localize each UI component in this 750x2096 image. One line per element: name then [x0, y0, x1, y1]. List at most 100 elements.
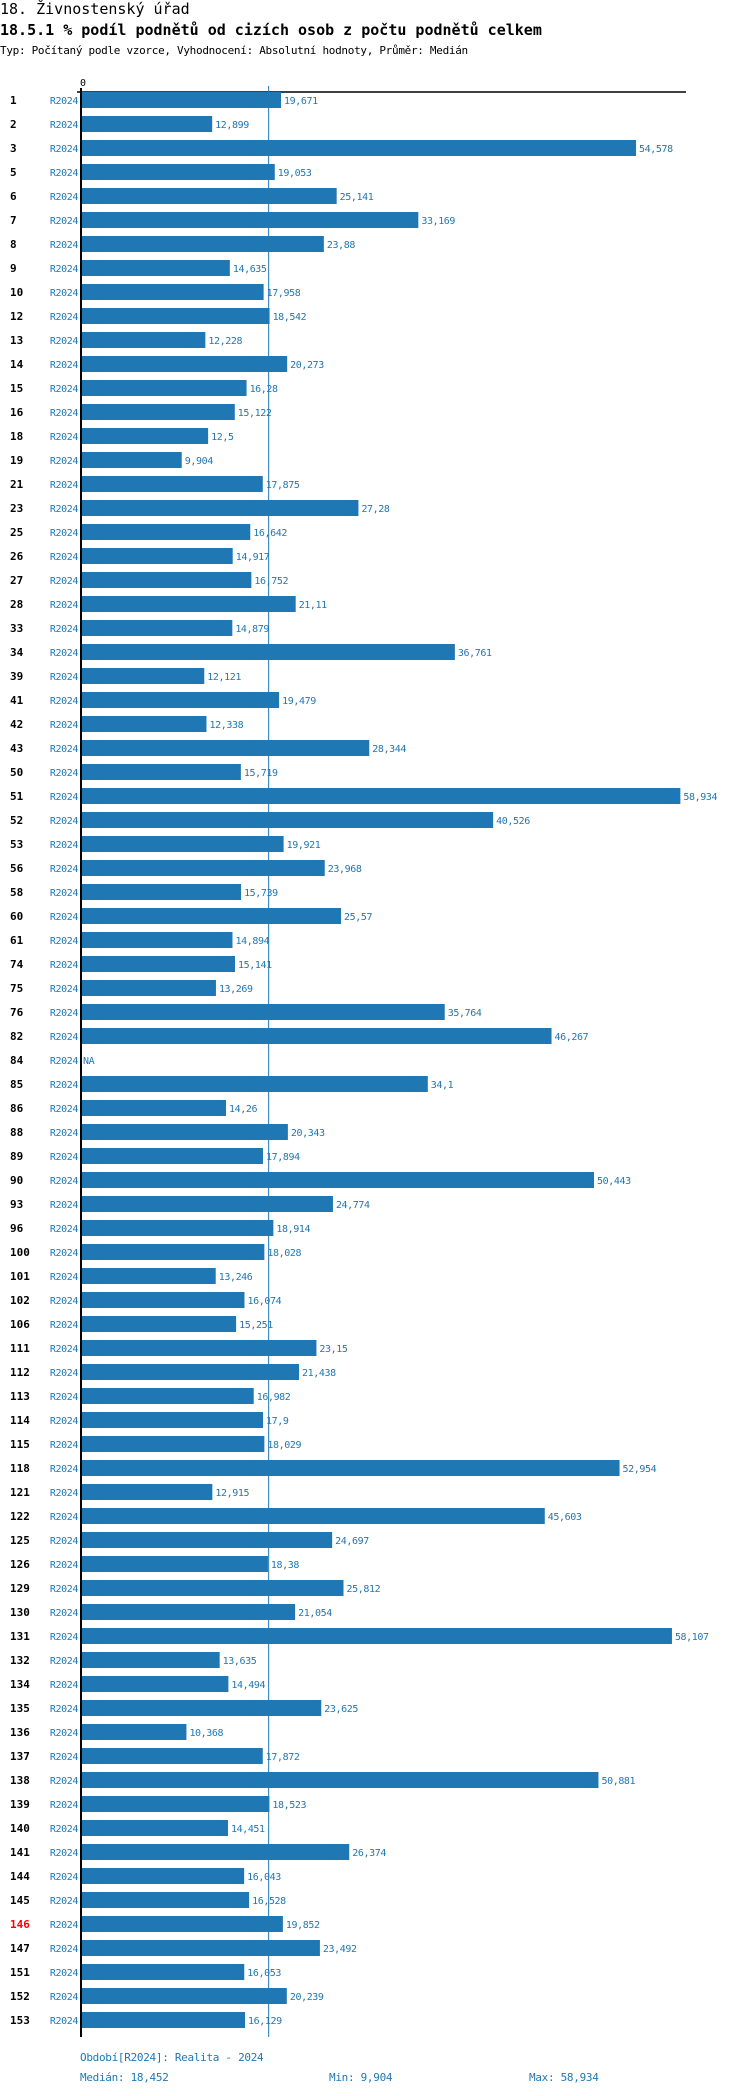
series-label: R2024	[50, 672, 78, 683]
data-label: 16,642	[253, 528, 287, 539]
category-label: 19	[10, 454, 23, 467]
series-label: R2024	[50, 1968, 78, 1979]
data-label: 21,11	[299, 600, 327, 611]
data-label: 15,141	[238, 960, 272, 971]
data-label: 25,812	[347, 1584, 381, 1595]
data-label: 14,494	[231, 1680, 265, 1691]
bar	[81, 1724, 187, 1740]
category-label: 126	[10, 1558, 30, 1571]
category-label: 50	[10, 766, 23, 779]
category-label: 115	[10, 1438, 30, 1451]
data-label: 12,899	[215, 120, 249, 131]
median-stat: Medián: 18,452	[80, 2071, 169, 2084]
series-label: R2024	[50, 888, 78, 899]
bar	[81, 452, 182, 468]
bar	[81, 740, 370, 756]
bar	[81, 1772, 599, 1788]
data-label: 16,043	[247, 1872, 281, 1883]
data-label: 19,671	[284, 96, 318, 107]
series-label: R2024	[50, 1704, 78, 1715]
data-label: 18,028	[267, 1248, 301, 1259]
data-label: NA	[83, 1056, 95, 1067]
series-label: R2024	[50, 360, 78, 371]
category-label: 51	[10, 790, 24, 803]
bar	[81, 1412, 264, 1428]
data-label: 16,129	[248, 2016, 282, 2027]
series-label: R2024	[50, 1632, 78, 1643]
series-label: R2024	[50, 816, 78, 827]
series-label: R2024	[50, 1536, 78, 1547]
series-label: R2024	[50, 240, 78, 251]
bar	[81, 1844, 350, 1860]
category-label: 111	[10, 1342, 30, 1355]
data-label: 14,894	[235, 936, 269, 947]
data-label: 14,917	[236, 552, 270, 563]
bar	[81, 1580, 344, 1596]
data-label: 17,875	[266, 480, 300, 491]
category-label: 137	[10, 1750, 30, 1763]
category-label: 140	[10, 1822, 30, 1835]
data-label: 18,542	[273, 312, 307, 323]
series-label: R2024	[50, 1584, 78, 1595]
series-label: R2024	[50, 408, 78, 419]
data-label: 16,752	[254, 576, 288, 587]
bar	[81, 356, 288, 372]
category-label: 145	[10, 1894, 30, 1907]
data-label: 18,914	[276, 1224, 310, 1235]
bar	[81, 788, 681, 804]
bar	[81, 308, 270, 324]
data-label: 26,374	[352, 1848, 386, 1859]
bar	[81, 1460, 620, 1476]
bar	[81, 1700, 322, 1716]
data-label: 28,344	[372, 744, 406, 755]
series-label: R2024	[50, 1992, 78, 2003]
category-label: 93	[10, 1198, 23, 1211]
bar	[81, 1916, 283, 1932]
series-label: R2024	[50, 504, 78, 515]
category-label: 2	[10, 118, 17, 131]
series-label: R2024	[50, 1176, 78, 1187]
series-label: R2024	[50, 936, 78, 947]
bar	[81, 644, 455, 660]
data-label: 13,269	[219, 984, 253, 995]
category-label: 25	[10, 526, 23, 539]
series-label: R2024	[50, 864, 78, 875]
series-label: R2024	[50, 1512, 78, 1523]
series-label: R2024	[50, 1608, 78, 1619]
series-label: R2024	[50, 1440, 78, 1451]
data-label: 15,122	[238, 408, 272, 419]
category-label: 58	[10, 886, 23, 899]
data-label: 34,1	[431, 1080, 454, 1091]
category-label: 9	[10, 262, 17, 275]
bar	[81, 1292, 245, 1308]
bar	[81, 1172, 595, 1188]
data-label: 33,169	[421, 216, 455, 227]
data-label: 17,9	[266, 1416, 289, 1427]
data-label: 21,438	[302, 1368, 336, 1379]
bar	[81, 1388, 254, 1404]
bar	[81, 1940, 320, 1956]
series-label: R2024	[50, 576, 78, 587]
category-label: 151	[10, 1966, 30, 1979]
data-label: 17,894	[266, 1152, 300, 1163]
category-label: 56	[10, 862, 24, 875]
category-label: 27	[10, 574, 23, 587]
period-legend: Období[R2024]: Realita - 2024	[80, 2051, 264, 2064]
series-label: R2024	[50, 720, 78, 731]
category-label: 131	[10, 1630, 30, 1643]
data-label: 58,107	[675, 1632, 709, 1643]
category-label: 13	[10, 334, 23, 347]
bar	[81, 236, 324, 252]
data-label: 13,246	[219, 1272, 253, 1283]
series-label: R2024	[50, 600, 78, 611]
data-label: 21,054	[298, 1608, 332, 1619]
max-stat: Max: 58,934	[529, 2071, 599, 2084]
series-label: R2024	[50, 840, 78, 851]
data-label: 14,879	[235, 624, 269, 635]
data-label: 16,053	[247, 1968, 281, 1979]
category-label: 152	[10, 1990, 30, 2003]
bar	[81, 1076, 428, 1092]
bar	[81, 92, 282, 108]
bar	[81, 1148, 263, 1164]
bar	[81, 1892, 250, 1908]
